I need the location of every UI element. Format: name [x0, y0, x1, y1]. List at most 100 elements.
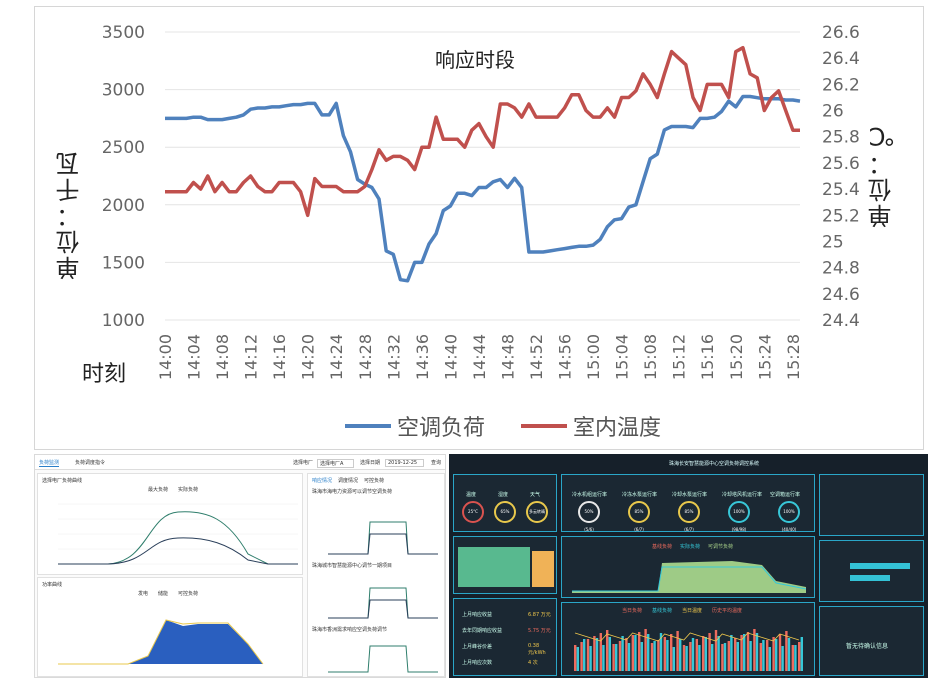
legend-item-temp: 室内温度 — [521, 410, 661, 442]
plant-select[interactable]: 选择电厂A — [317, 459, 355, 468]
daily-bar-cyan-5 — [608, 637, 611, 671]
weather-label-temp: 温度 — [466, 492, 477, 498]
legend-swatch-load — [345, 424, 391, 428]
x-tick-15: 15:00 — [584, 334, 603, 380]
side-tab-response[interactable]: 响应情况 — [312, 478, 333, 484]
x-tick-13: 14:52 — [527, 334, 546, 380]
list-item-2: 去年同期响应收益 — [462, 628, 503, 634]
load-block-orange — [532, 551, 554, 587]
y-tick-right-1: 24.6 — [822, 285, 860, 305]
daily-bar-cyan-15 — [672, 647, 675, 671]
gauge-label-4: 冷却塔风机运行率 — [722, 492, 763, 498]
load-area-plot — [572, 561, 807, 593]
y-tick-right-10: 26.4 — [822, 49, 860, 69]
side-tab-controllable[interactable]: 可控负荷 — [364, 478, 385, 484]
daily-bar-red-19 — [695, 639, 698, 671]
x-axis-label: 时刻 — [82, 362, 127, 387]
daily-bars-box: 当日负荷 基线负荷 当日温度 历史平均温度 — [561, 602, 815, 676]
load-monitor-panel: 负荷监测 负荷调度指令 选择电厂 选择电厂A 选择日期 2019-12-25 查… — [34, 454, 446, 678]
daily-bar-red-11 — [644, 629, 647, 671]
plant-load-chart-title: 选择电厂负荷曲线 — [42, 478, 83, 484]
daily-bars-plot — [574, 629, 803, 671]
x-tick-19: 15:16 — [698, 334, 717, 380]
x-tick-2: 14:08 — [213, 334, 232, 380]
side-mini-plots — [328, 521, 438, 673]
daily-bar-red-29 — [759, 643, 762, 671]
power-chart: 功率曲线 发电 储能 可控负荷 — [37, 577, 303, 677]
side-item-2: 珠海城市智慧能源中心调节一期项目 — [312, 563, 393, 569]
daily-bar-red-12 — [650, 643, 654, 671]
bar-stats-box — [819, 540, 924, 602]
daily-bar-red-20 — [702, 636, 705, 671]
x-tick-5: 14:20 — [299, 334, 318, 380]
daily-bar-red-27 — [746, 632, 750, 671]
daily-bar-red-30 — [766, 640, 769, 671]
list-value-2: 5.75 万元 — [528, 628, 551, 634]
daily-bar-cyan-19 — [698, 645, 701, 671]
x-tick-6: 14:24 — [327, 334, 346, 380]
plant-load-line-actual — [58, 537, 298, 565]
daily-bar-red-17 — [682, 645, 686, 671]
daily-bar-red-23 — [721, 644, 724, 671]
chart-legend: 空调负荷 室内温度 — [345, 410, 697, 442]
daily-bar-red-16 — [676, 631, 679, 671]
load-block-box — [453, 536, 557, 594]
plant-load-grid — [58, 503, 298, 565]
gauge-ahu: 100% (40/40) — [778, 501, 800, 532]
x-tick-21: 15:24 — [755, 334, 774, 380]
x-tick-16: 15:04 — [613, 334, 632, 380]
tab-load-monitor[interactable]: 负荷监测 — [39, 460, 60, 467]
daily-bar-cyan-26 — [743, 634, 746, 671]
x-tick-22: 15:28 — [784, 334, 803, 380]
power-legend-2: 储能 — [158, 591, 169, 597]
info-box — [819, 474, 924, 536]
legend-swatch-temp — [521, 424, 568, 428]
daily-bar-cyan-6 — [615, 644, 618, 671]
daily-bar-cyan-11 — [647, 634, 650, 671]
daily-bar-cyan-34 — [794, 645, 797, 671]
low-legend-4: 历史平均温度 — [712, 608, 743, 614]
y-tick-right-6: 25.6 — [822, 154, 860, 174]
mid-legend-adjustable: 可调节负荷 — [708, 544, 734, 550]
power-legend-3: 可控负荷 — [178, 591, 199, 597]
y-tick-right-8: 26 — [822, 102, 844, 122]
dashboard-panel: 珠海长安智慧能源中心空调负荷调控系统 25°C 65% 多云转晴 温度 湿度 天… — [449, 454, 928, 678]
gauge-label-3: 冷却水泵运行率 — [672, 492, 708, 498]
query-button[interactable]: 查询 — [431, 460, 442, 466]
gauge-cooling-pump: 85% (6/7) — [678, 501, 700, 532]
daily-bar-red-4 — [599, 633, 602, 671]
daily-bar-red-14 — [663, 637, 666, 671]
y-tick-left-4: 3000 — [102, 81, 145, 101]
plant-selector-label: 选择电厂 — [293, 460, 314, 466]
x-tick-9: 14:36 — [413, 334, 432, 380]
daily-bar-red-22 — [714, 630, 718, 671]
daily-bar-red-0 — [574, 645, 577, 671]
daily-bar-cyan-27 — [749, 641, 752, 671]
daily-bar-red-8 — [625, 638, 628, 671]
revenue-list-box: 上月响应收益 6.87 万元 去年同期响应收益 5.75 万元 上月峰谷价差 0… — [453, 598, 557, 676]
daily-bar-cyan-0 — [576, 647, 579, 671]
side-tab-dispatch[interactable]: 调度情况 — [338, 478, 359, 484]
y-axis-label-right: 单位：℃ — [868, 120, 896, 228]
x-tick-0: 14:00 — [156, 334, 175, 380]
side-plot-3-max — [328, 645, 438, 673]
y-tick-right-9: 26.2 — [822, 75, 860, 95]
date-input[interactable]: 2019-12-25 — [385, 459, 425, 467]
daily-bar-cyan-18 — [691, 638, 695, 671]
mid-legend-baseline: 基线负荷 — [652, 544, 673, 550]
low-legend-2: 基线负荷 — [652, 608, 673, 614]
daily-bar-red-5 — [606, 630, 609, 671]
x-tick-12: 14:48 — [498, 334, 517, 380]
plant-load-plot — [58, 503, 298, 565]
load-area-box: 基线负荷 实际负荷 可调节负荷 — [561, 536, 815, 598]
daily-bar-red-25 — [734, 638, 737, 671]
daily-bar-cyan-2 — [589, 646, 592, 671]
daily-bar-cyan-12 — [653, 641, 656, 671]
x-tick-8: 14:32 — [384, 334, 403, 380]
daily-bar-cyan-16 — [679, 639, 682, 671]
daily-bar-red-21 — [708, 633, 711, 671]
x-tick-14: 14:56 — [556, 334, 575, 380]
tab-dispatch-command[interactable]: 负荷调度指令 — [75, 460, 106, 466]
y-axis-label-left: 单位：千瓦 — [56, 150, 84, 280]
gauge-chilled-pump: 85% (6/7) — [628, 501, 650, 532]
